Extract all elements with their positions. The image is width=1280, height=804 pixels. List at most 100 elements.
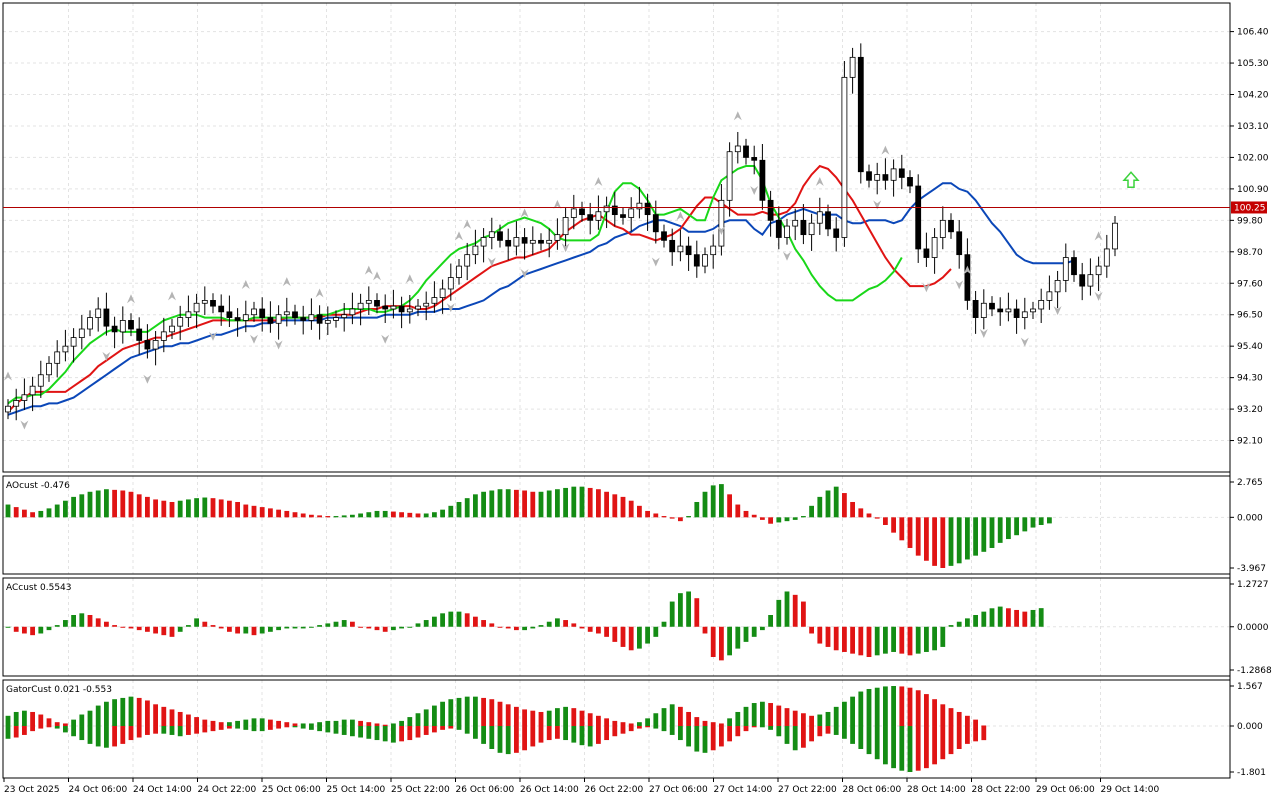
bull-candle[interactable] <box>1087 274 1094 287</box>
bull-candle[interactable] <box>784 225 790 238</box>
bull-candle[interactable] <box>95 308 102 318</box>
bear-candle[interactable] <box>882 174 889 181</box>
bear-candle[interactable] <box>989 302 995 310</box>
bull-candle[interactable] <box>488 231 495 238</box>
bear-candle[interactable] <box>497 231 503 241</box>
bull-candle[interactable] <box>1095 265 1102 276</box>
bear-candle[interactable] <box>972 300 979 318</box>
bull-candle[interactable] <box>169 325 175 333</box>
bull-candle[interactable] <box>546 239 553 244</box>
bear-candle[interactable] <box>964 254 971 301</box>
bull-candle[interactable] <box>726 151 733 201</box>
bear-candle[interactable] <box>669 239 676 253</box>
bear-candle[interactable] <box>538 239 544 244</box>
bear-candle[interactable] <box>743 145 749 158</box>
bull-candle[interactable] <box>439 288 446 298</box>
bull-candle[interactable] <box>792 219 799 227</box>
bull-candle[interactable] <box>70 337 77 347</box>
bull-candle[interactable] <box>152 340 159 350</box>
bull-candle[interactable] <box>1062 257 1069 281</box>
bull-candle[interactable] <box>874 174 881 181</box>
bull-candle[interactable] <box>349 308 356 316</box>
bull-candle[interactable] <box>628 208 635 218</box>
bull-candle[interactable] <box>710 245 717 256</box>
bull-candle[interactable] <box>13 400 20 407</box>
bull-candle[interactable] <box>324 320 331 324</box>
bull-candle[interactable] <box>1005 308 1012 313</box>
bull-candle[interactable] <box>62 345 69 353</box>
bull-candle[interactable] <box>160 331 167 341</box>
bear-candle[interactable] <box>300 317 307 321</box>
bear-candle[interactable] <box>144 340 151 350</box>
bull-candle[interactable] <box>562 217 569 236</box>
bull-candle[interactable] <box>242 314 249 321</box>
bull-candle[interactable] <box>357 302 364 310</box>
bull-candle[interactable] <box>119 320 126 333</box>
bear-candle[interactable] <box>505 239 512 247</box>
bear-candle[interactable] <box>136 328 143 341</box>
bull-candle[interactable] <box>702 254 708 267</box>
bull-candle[interactable] <box>513 237 520 247</box>
bear-candle[interactable] <box>128 320 134 330</box>
bear-candle[interactable] <box>923 248 930 258</box>
bull-candle[interactable] <box>275 314 282 324</box>
bull-candle[interactable] <box>677 245 684 253</box>
bear-candle[interactable] <box>620 214 626 218</box>
bull-candle[interactable] <box>46 362 52 376</box>
bull-candle[interactable] <box>890 168 897 181</box>
bear-candle[interactable] <box>898 168 905 178</box>
bear-candle[interactable] <box>997 308 1004 313</box>
bull-candle[interactable] <box>193 302 200 313</box>
bull-candle[interactable] <box>1021 311 1028 318</box>
bear-candle[interactable] <box>234 317 241 321</box>
bear-candle[interactable] <box>611 205 618 216</box>
bull-candle[interactable] <box>185 311 192 318</box>
bull-candle[interactable] <box>406 308 413 313</box>
bull-candle[interactable] <box>87 317 93 330</box>
bear-candle[interactable] <box>1079 274 1086 287</box>
bull-candle[interactable] <box>54 351 61 364</box>
bear-candle[interactable] <box>825 211 831 230</box>
bear-candle[interactable] <box>1071 257 1077 276</box>
bear-candle[interactable] <box>226 311 233 318</box>
bull-candle[interactable] <box>423 302 430 307</box>
bear-candle[interactable] <box>833 228 840 238</box>
bear-candle[interactable] <box>259 308 266 318</box>
bear-candle[interactable] <box>661 231 667 241</box>
bull-candle[interactable] <box>251 308 257 316</box>
bear-candle[interactable] <box>800 219 807 236</box>
bull-candle[interactable] <box>554 234 561 241</box>
bull-candle[interactable] <box>595 211 602 221</box>
bear-candle[interactable] <box>111 325 118 333</box>
bull-candle[interactable] <box>529 239 536 244</box>
bull-candle[interactable] <box>283 311 290 316</box>
bear-candle[interactable] <box>382 305 389 310</box>
bull-candle[interactable] <box>570 208 577 218</box>
bull-candle[interactable] <box>1046 291 1053 301</box>
bear-candle[interactable] <box>775 219 782 238</box>
bear-candle[interactable] <box>915 185 922 250</box>
bull-candle[interactable] <box>201 300 208 304</box>
bull-candle[interactable] <box>1054 279 1061 293</box>
bull-candle[interactable] <box>603 205 610 213</box>
bull-candle[interactable] <box>456 265 462 278</box>
bear-candle[interactable] <box>693 254 700 267</box>
bear-candle[interactable] <box>956 231 963 256</box>
bull-candle[interactable] <box>21 394 28 401</box>
bull-candle[interactable] <box>78 328 85 338</box>
bear-candle[interactable] <box>751 157 758 161</box>
bull-candle[interactable] <box>931 237 938 258</box>
bull-candle[interactable] <box>177 317 184 327</box>
bull-candle[interactable] <box>431 297 438 304</box>
bull-candle[interactable] <box>308 314 315 321</box>
bear-candle[interactable] <box>907 177 913 187</box>
bear-candle[interactable] <box>398 305 405 313</box>
bull-candle[interactable] <box>939 219 946 238</box>
bull-candle[interactable] <box>1030 308 1036 313</box>
bull-candle[interactable] <box>841 76 848 238</box>
bear-candle[interactable] <box>644 202 651 216</box>
bull-candle[interactable] <box>1038 300 1045 310</box>
bear-candle[interactable] <box>521 237 528 244</box>
bull-candle[interactable] <box>472 245 479 256</box>
bull-candle[interactable] <box>980 302 987 318</box>
